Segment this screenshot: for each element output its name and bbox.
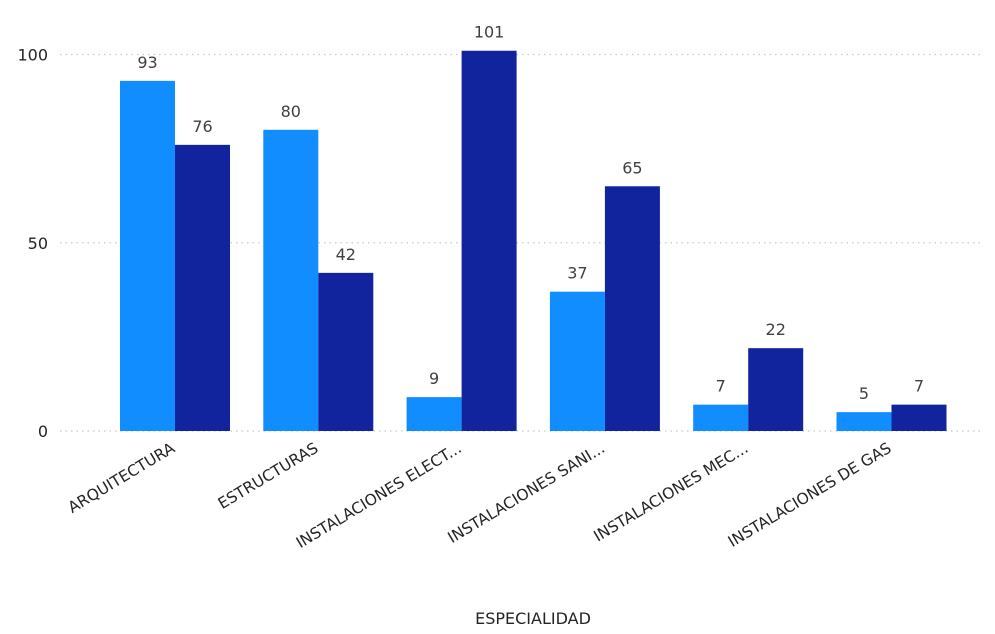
bar-1-6[interactable] [836, 412, 892, 431]
x-tick-label: ESTRUCTURAS [215, 439, 322, 513]
data-label: 76 [192, 117, 212, 136]
x-tick-label: INSTALACIONES DE GAS [725, 439, 895, 551]
data-label: 5 [859, 384, 869, 403]
bar-1-2[interactable] [263, 129, 319, 432]
data-label: 42 [336, 245, 356, 264]
data-label: 80 [281, 102, 301, 121]
data-label: 9 [429, 369, 439, 388]
data-label: 93 [137, 53, 157, 72]
bar-2-6[interactable] [891, 404, 947, 431]
data-label: 7 [914, 377, 924, 396]
data-label: 7 [716, 377, 726, 396]
bar-2-1[interactable] [175, 144, 230, 432]
data-label: 65 [622, 158, 642, 177]
y-tick-label: 100 [17, 46, 48, 65]
data-labels: 93 76 80 42 9 101 37 65 7 22 5 7 [137, 23, 924, 403]
bar-2-3[interactable] [461, 50, 517, 432]
bars [120, 50, 947, 432]
bar-2-2[interactable] [318, 272, 374, 431]
y-tick-label: 0 [38, 422, 48, 441]
bar-1-4[interactable] [549, 291, 605, 431]
y-tick-label: 50 [28, 234, 48, 253]
x-axis-title: ESPECIALIDAD [475, 609, 591, 628]
x-tick-label: INSTALACIONES MEC... [591, 439, 752, 545]
bar-1-1[interactable] [120, 80, 175, 431]
bar-1-3[interactable] [406, 397, 462, 431]
bar-2-5[interactable] [748, 348, 804, 431]
y-axis: 0 50 100 [17, 46, 48, 442]
x-tick-label: ARQUITECTURA [65, 439, 178, 517]
data-label: 101 [474, 23, 505, 42]
bar-2-4[interactable] [604, 186, 660, 431]
data-label: 37 [567, 264, 587, 283]
bar-1-5[interactable] [693, 404, 749, 431]
data-label: 22 [766, 320, 786, 339]
x-tick-label: INSTALACIONES SANI... [445, 439, 608, 547]
